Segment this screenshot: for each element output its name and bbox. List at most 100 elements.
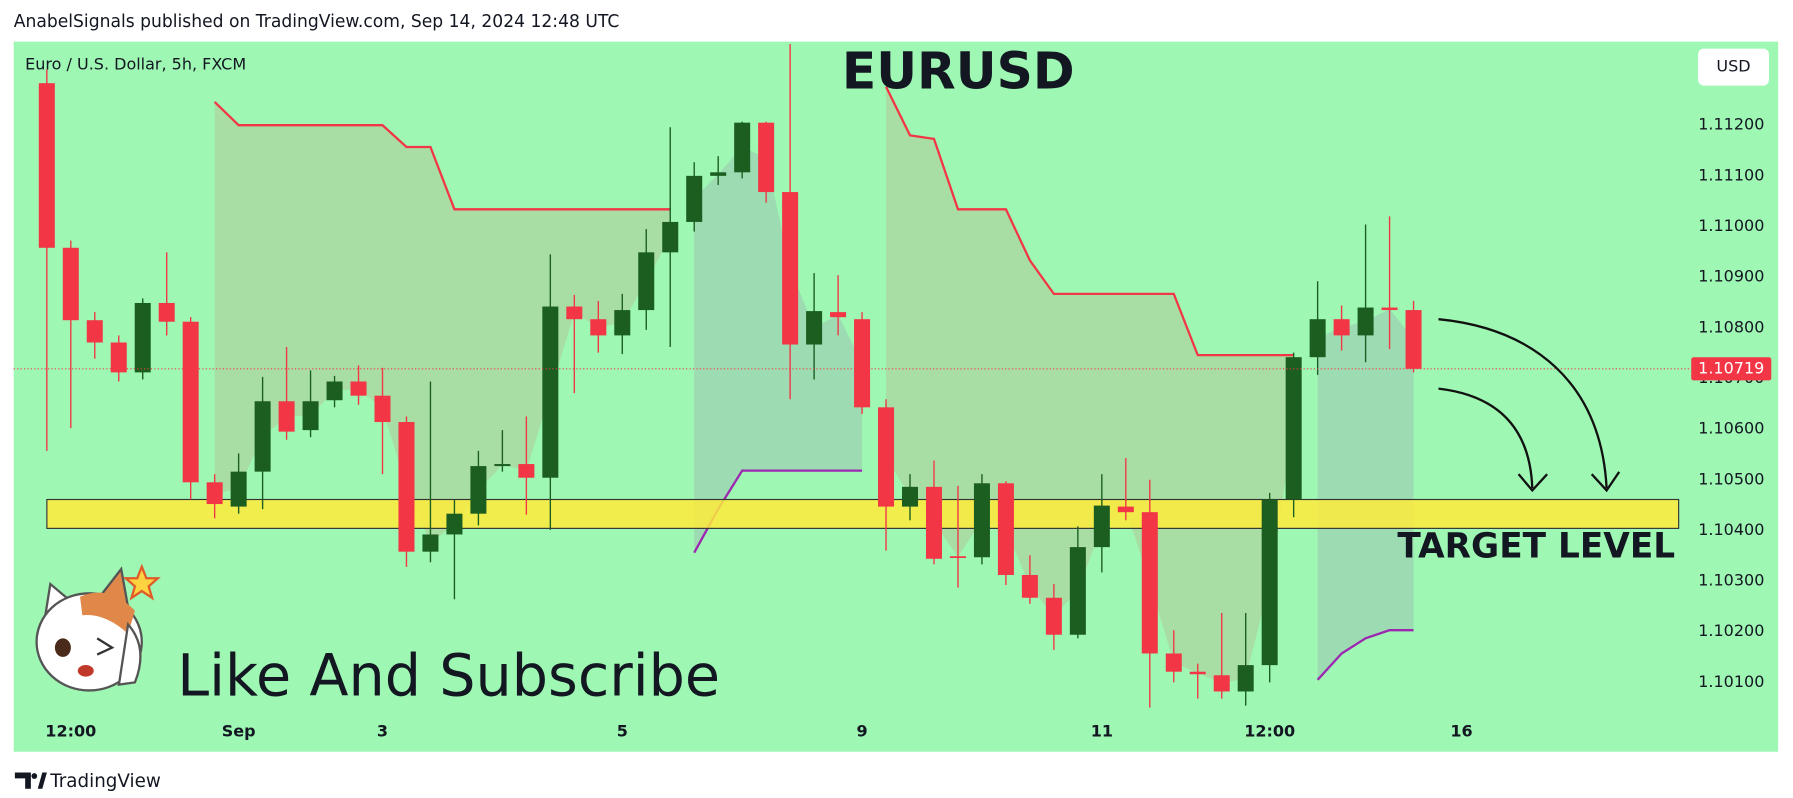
candle-body xyxy=(830,312,847,318)
subscribe-text: Like And Subscribe xyxy=(177,642,720,709)
trend-line xyxy=(213,86,1294,357)
cat-icon xyxy=(35,563,161,692)
chart-background xyxy=(13,41,1779,752)
candle-body xyxy=(374,395,391,423)
x-tick-label: 3 xyxy=(377,722,388,741)
candle-body xyxy=(854,319,871,408)
y-tick-label: 1.11100 xyxy=(1698,165,1764,184)
candle-body xyxy=(494,464,511,467)
candle-body xyxy=(734,122,751,173)
candle-body xyxy=(1021,574,1038,598)
publish-header: AnabelSignals published on TradingView.c… xyxy=(14,12,620,32)
candle-body xyxy=(110,342,127,373)
y-tick-label: 1.10500 xyxy=(1698,469,1764,488)
candle-body xyxy=(806,311,823,345)
trend-fill xyxy=(214,101,671,544)
y-tick-label: 1.10800 xyxy=(1698,317,1764,336)
plot-area: 1.10100 1.10200 1.10300 1.10400 1.10500 1.106… xyxy=(13,44,1772,741)
candle-body xyxy=(1189,671,1206,675)
candle-body xyxy=(134,302,151,373)
candle-body xyxy=(590,319,607,336)
candle-body xyxy=(278,401,295,432)
trend-fill xyxy=(886,86,1294,684)
overlay: Euro / U.S. Dollar, 5h, FXCM EURUSD USD … xyxy=(14,41,1769,792)
y-tick-label: 1.10600 xyxy=(1698,419,1764,438)
y-tick-label: 1.10900 xyxy=(1698,267,1764,286)
candle-body xyxy=(422,534,439,552)
x-tick-label: 12:00 xyxy=(1244,722,1295,741)
arrow-head xyxy=(1590,471,1621,493)
candle-body xyxy=(1405,310,1422,369)
arrow xyxy=(1438,318,1608,489)
candle-body xyxy=(1117,506,1134,513)
last-price-box xyxy=(1691,357,1772,381)
trend-fill xyxy=(1317,308,1414,680)
candle-body xyxy=(158,302,175,322)
y-tick-label: 1.10100 xyxy=(1698,672,1764,691)
candle-body xyxy=(1213,675,1230,692)
candle-body xyxy=(1045,597,1062,635)
candle-body xyxy=(182,321,199,483)
y-tick-label: 1.10300 xyxy=(1698,570,1764,589)
candle-body xyxy=(518,464,535,478)
x-tick-label: 12:00 xyxy=(45,722,96,741)
candle-body xyxy=(350,381,367,396)
x-tick-label: Sep xyxy=(222,722,256,741)
candle-body xyxy=(398,422,415,552)
candle-body xyxy=(446,513,463,535)
candle-body xyxy=(902,486,919,507)
target-label: TARGET LEVEL xyxy=(1397,527,1675,567)
x-tick-label: 16 xyxy=(1450,722,1472,741)
x-tick-label: 11 xyxy=(1091,722,1113,741)
candle-body xyxy=(1165,653,1182,672)
chart-title: EURUSD xyxy=(842,41,1075,100)
candle-body xyxy=(1069,547,1086,635)
candle-body xyxy=(686,175,703,222)
candle-body xyxy=(1141,512,1158,654)
candle-body xyxy=(1261,499,1278,666)
candle-body xyxy=(614,310,631,336)
tradingview-logo xyxy=(14,772,47,789)
trend-fill xyxy=(694,147,863,553)
candle-body xyxy=(230,471,247,507)
last-price-label: 1.10719 xyxy=(1698,358,1764,377)
candle-body xyxy=(206,482,223,505)
candle-body xyxy=(86,320,103,343)
y-tick-label: 1.11200 xyxy=(1698,115,1764,134)
target-zone xyxy=(46,498,1680,529)
arrow-head xyxy=(1517,473,1548,493)
candle-body xyxy=(925,486,942,559)
candle-body xyxy=(710,172,727,176)
candle-body xyxy=(542,306,559,478)
candle-body xyxy=(758,122,775,193)
candle-body xyxy=(878,407,895,507)
symbol-label: Euro / U.S. Dollar, 5h, FXCM xyxy=(25,54,246,73)
candle-body xyxy=(1237,665,1254,692)
candle-body xyxy=(1333,319,1350,336)
candle-body xyxy=(1309,319,1326,358)
candle-body xyxy=(782,192,799,345)
candle-body xyxy=(254,401,271,472)
candle-body xyxy=(38,83,55,248)
x-tick-label: 5 xyxy=(617,722,628,741)
candle-body xyxy=(62,247,79,321)
x-tick-label: 9 xyxy=(856,722,867,741)
currency-button[interactable] xyxy=(1698,48,1769,86)
candle-body xyxy=(949,556,966,558)
candle-body xyxy=(566,306,583,320)
candle-body xyxy=(973,483,990,558)
candle-body xyxy=(470,466,487,514)
candle-body xyxy=(662,221,679,253)
currency-label[interactable]: USD xyxy=(1716,57,1750,76)
footer-brand: TradingView xyxy=(49,771,160,792)
candle-body xyxy=(1357,307,1374,336)
y-tick-label: 1.11000 xyxy=(1698,216,1764,235)
candle-body xyxy=(1093,505,1110,548)
candle-body xyxy=(638,252,655,311)
candle-body xyxy=(326,381,343,401)
y-tick-label: 1.10400 xyxy=(1698,520,1764,539)
candle-body xyxy=(1285,357,1302,500)
candle-body xyxy=(302,401,319,431)
candle-body xyxy=(1381,307,1398,311)
